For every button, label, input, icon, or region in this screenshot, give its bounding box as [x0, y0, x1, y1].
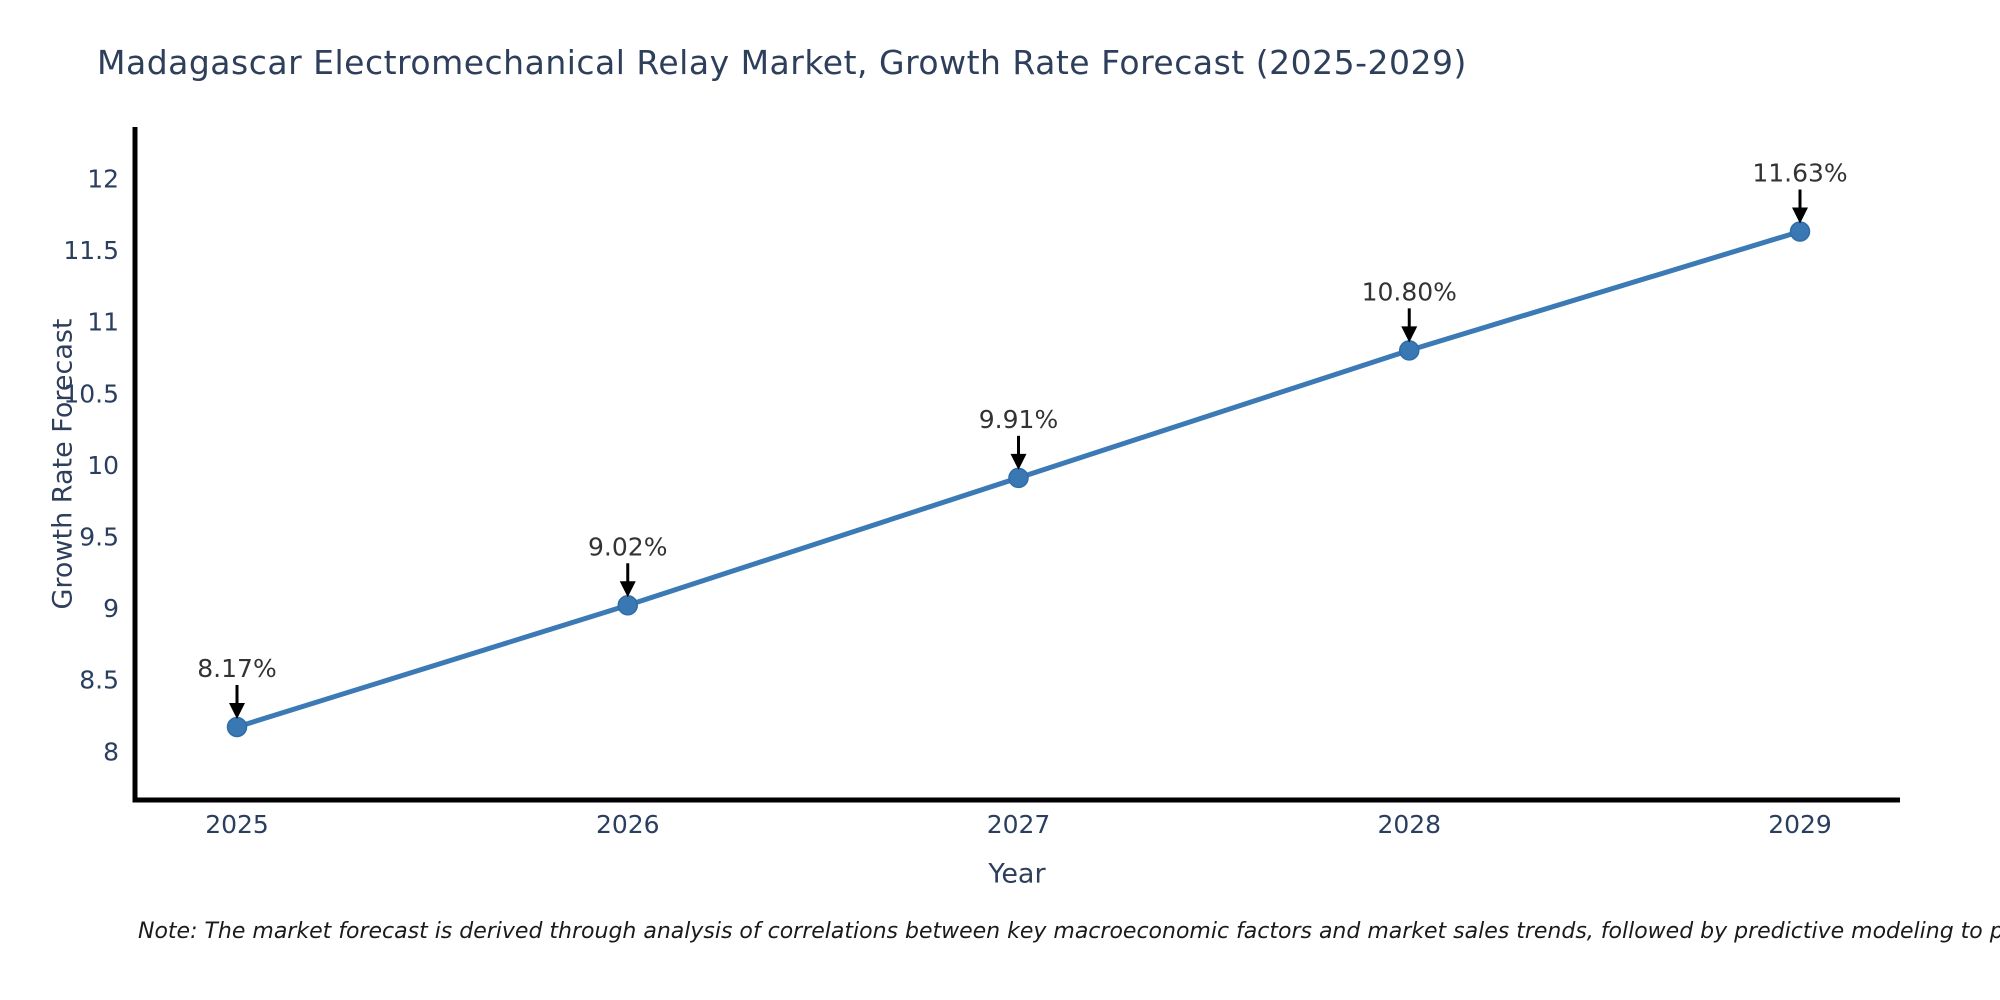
annotation-arrow-head: [1792, 207, 1808, 224]
y-tick-label: 10.5: [63, 379, 119, 408]
y-tick-label: 9.5: [79, 523, 119, 552]
chart-title: Madagascar Electromechanical Relay Marke…: [97, 43, 1467, 82]
data-point-label: 9.91%: [979, 405, 1058, 434]
x-tick-label: 2025: [205, 810, 269, 839]
y-tick-label: 8.5: [79, 666, 119, 695]
annotation-arrow-head: [229, 702, 245, 719]
x-axis-title: Year: [988, 858, 1046, 890]
annotation-arrow-head: [1401, 326, 1418, 343]
data-point-label: 10.80%: [1362, 277, 1457, 306]
x-tick-label: 2027: [987, 810, 1051, 839]
data-point-marker: [617, 595, 638, 616]
data-point-marker: [1008, 467, 1029, 489]
data-point-marker: [226, 716, 248, 738]
y-tick-label: 9: [103, 594, 119, 623]
annotation-arrow-head: [1010, 453, 1027, 470]
data-point-label: 8.17%: [197, 654, 276, 683]
y-tick-label: 11.5: [63, 236, 119, 265]
x-tick-label: 2028: [1377, 810, 1441, 839]
y-tick-label: 10: [87, 451, 119, 480]
data-point-marker: [1789, 221, 1811, 242]
x-tick-label: 2026: [596, 810, 660, 839]
data-point-label: 11.63%: [1752, 159, 1847, 188]
data-point-label: 9.02%: [588, 532, 667, 561]
data-point-marker: [1399, 340, 1420, 361]
y-tick-label: 8: [103, 737, 119, 766]
y-tick-label: 12: [87, 165, 119, 194]
x-tick-label: 2029: [1768, 810, 1832, 839]
footnote: Note: The market forecast is derived thr…: [138, 919, 2000, 944]
annotation-arrow-head: [619, 581, 636, 598]
y-tick-label: 11: [87, 308, 119, 337]
